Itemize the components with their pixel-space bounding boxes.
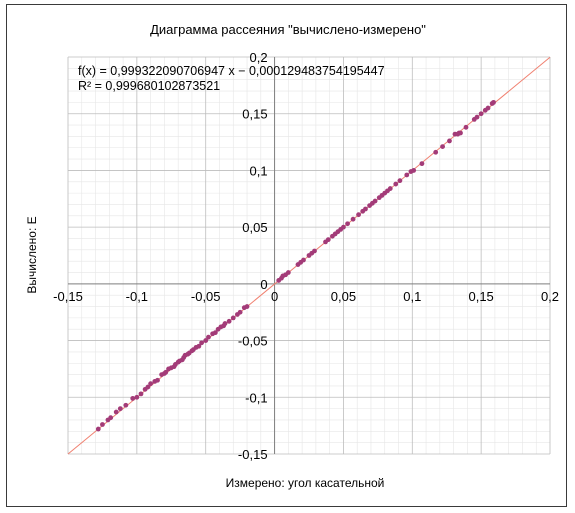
data-point — [363, 206, 368, 212]
data-point — [244, 304, 250, 309]
y-tick-label: -0,05 — [238, 334, 268, 349]
x-tick-label: -0,15 — [53, 289, 83, 304]
data-point — [123, 402, 129, 408]
x-tick-label: 0,15 — [468, 289, 493, 304]
data-point — [226, 318, 232, 324]
y-tick-label: 0,05 — [242, 220, 267, 235]
y-tick-labels: -0,15 -0,1 -0,05 0 0,05 0,1 0,15 0,2 — [238, 50, 268, 462]
data-point — [341, 224, 346, 230]
data-point — [196, 343, 202, 349]
data-point — [474, 114, 480, 120]
data-point — [117, 406, 123, 412]
data-point — [356, 212, 361, 218]
data-point — [491, 99, 496, 105]
data-points — [95, 99, 496, 432]
data-point — [485, 105, 491, 111]
data-point — [372, 198, 378, 204]
minor-gridlines — [68, 57, 550, 454]
data-point — [113, 409, 119, 415]
axes — [68, 57, 550, 454]
y-tick-label: 0,15 — [242, 107, 267, 122]
data-point — [222, 321, 228, 326]
data-point — [155, 377, 160, 383]
x-tick-label: 0,05 — [331, 289, 356, 304]
data-point — [478, 111, 484, 117]
y-tick-label: 0,1 — [249, 163, 267, 178]
data-point — [301, 257, 306, 263]
trendline-r-squared: R² = 0,999680102873521 — [78, 79, 220, 93]
chart-frame — [6, 4, 567, 507]
data-point — [325, 237, 331, 243]
y-tick-label: -0,1 — [245, 390, 267, 405]
y-tick-label: 0,2 — [249, 50, 267, 65]
data-point — [237, 309, 243, 315]
data-point — [130, 396, 136, 401]
chart-title: Диаграмма рассеяния "вычислено-измерено" — [150, 22, 426, 37]
data-point — [312, 248, 317, 254]
data-point — [393, 181, 399, 187]
y-tick-label: 0 — [260, 277, 267, 292]
data-point — [404, 172, 410, 178]
data-point — [285, 270, 291, 275]
data-point — [397, 178, 403, 184]
data-point — [212, 330, 218, 336]
data-point — [199, 340, 204, 346]
data-point — [419, 161, 425, 167]
data-point — [463, 124, 469, 130]
data-point — [203, 338, 209, 343]
x-tick-label: 0,2 — [541, 289, 559, 304]
data-point — [95, 426, 101, 432]
data-point — [447, 138, 452, 144]
data-point — [440, 144, 445, 150]
data-point — [411, 168, 417, 173]
data-point — [138, 391, 144, 397]
data-point — [108, 415, 114, 421]
data-point — [148, 381, 154, 387]
x-tick-label: 0,1 — [403, 289, 421, 304]
x-tick-labels: -0,15 -0,1 -0,05 0 0,05 0,1 0,15 0,2 — [53, 289, 559, 304]
data-point — [345, 221, 350, 227]
x-tick-label: -0,05 — [191, 289, 221, 304]
data-point — [206, 334, 211, 340]
data-point — [100, 422, 105, 427]
x-tick-label: -0,1 — [126, 289, 148, 304]
data-point — [230, 315, 236, 321]
trendline-equation: f(x) = 0,999322090706947 x − 0,000129483… — [78, 64, 385, 78]
data-point — [163, 369, 169, 375]
x-tick-label: 0 — [271, 289, 278, 304]
y-axis-label: Вычислено: E — [25, 216, 39, 293]
x-axis-label: Измерено: угол касательной — [226, 476, 385, 490]
data-point — [145, 384, 151, 390]
y-tick-label: -0,15 — [238, 447, 268, 462]
data-point — [387, 186, 393, 191]
data-point — [433, 149, 439, 155]
data-point — [134, 394, 140, 400]
data-point — [350, 216, 356, 222]
data-point — [458, 130, 463, 136]
